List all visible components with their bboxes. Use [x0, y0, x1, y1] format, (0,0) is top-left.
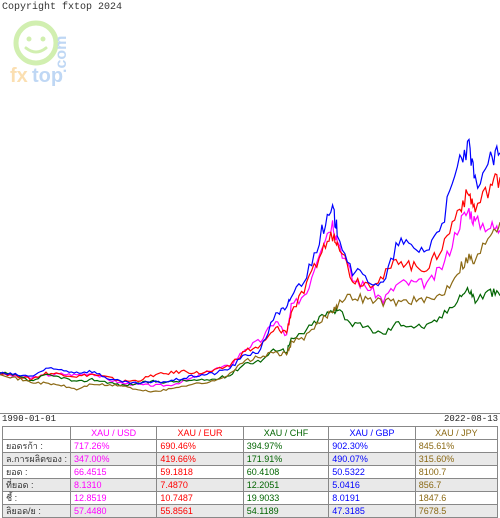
- row-label: ชี้ :: [3, 492, 71, 505]
- table-row: ชี้ :12.851910.748719.90338.01911847.6: [3, 492, 498, 505]
- cell: 66.4515: [70, 466, 156, 479]
- col-header: XAU / USD: [70, 427, 156, 440]
- cell: 7.4870: [157, 479, 243, 492]
- col-header: XAU / GBP: [329, 427, 415, 440]
- cell: 8.1310: [70, 479, 156, 492]
- price-chart: [0, 14, 500, 414]
- cell: 856.7: [415, 479, 497, 492]
- cell: 57.4480: [70, 505, 156, 518]
- copyright-text: Copyright fxtop 2024: [2, 2, 122, 13]
- table-row: ล.การผลิตของ :347.00%419.66%171.91%490.0…: [3, 453, 498, 466]
- cell: 717.26%: [70, 440, 156, 453]
- xaxis-start-label: 1990-01-01: [2, 414, 56, 424]
- col-header: XAU / EUR: [157, 427, 243, 440]
- col-header: XAU / JPY: [415, 427, 497, 440]
- series-xau-chf: [0, 288, 500, 386]
- cell: 394.97%: [243, 440, 329, 453]
- cell: 8.0191: [329, 492, 415, 505]
- table-row: ยอด :66.451559.181860.410850.53228100.7: [3, 466, 498, 479]
- cell: 5.0416: [329, 479, 415, 492]
- cell: 8100.7: [415, 466, 497, 479]
- cell: 171.91%: [243, 453, 329, 466]
- row-label: ที่ยอด :: [3, 479, 71, 492]
- stats-table: XAU / USDXAU / EURXAU / CHFXAU / GBPXAU …: [2, 426, 498, 518]
- cell: 12.8519: [70, 492, 156, 505]
- cell: 490.07%: [329, 453, 415, 466]
- cell: 50.5322: [329, 466, 415, 479]
- row-label: ยอด :: [3, 466, 71, 479]
- cell: 55.8561: [157, 505, 243, 518]
- row-label: ลิยอด/ย :: [3, 505, 71, 518]
- cell: 54.1189: [243, 505, 329, 518]
- table-row: ยอดรก้า :717.26%690.46%394.97%902.30%845…: [3, 440, 498, 453]
- row-label: ยอดรก้า :: [3, 440, 71, 453]
- series-xau-usd: [0, 208, 500, 386]
- cell: 845.61%: [415, 440, 497, 453]
- xaxis-end-label: 2022-08-13: [444, 414, 498, 424]
- cell: 47.3185: [329, 505, 415, 518]
- cell: 690.46%: [157, 440, 243, 453]
- cell: 12.2051: [243, 479, 329, 492]
- cell: 59.1818: [157, 466, 243, 479]
- table-row: ลิยอด/ย :57.448055.856154.118947.3185767…: [3, 505, 498, 518]
- series-xau-jpy: [0, 222, 500, 392]
- cell: 60.4108: [243, 466, 329, 479]
- cell: 347.00%: [70, 453, 156, 466]
- cell: 10.7487: [157, 492, 243, 505]
- cell: 419.66%: [157, 453, 243, 466]
- row-label: ล.การผลิตของ :: [3, 453, 71, 466]
- cell: 7678.5: [415, 505, 497, 518]
- cell: 1847.6: [415, 492, 497, 505]
- series-xau-eur: [0, 174, 500, 382]
- cell: 902.30%: [329, 440, 415, 453]
- table-row: ที่ยอด :8.13107.487012.20515.0416856.7: [3, 479, 498, 492]
- cell: 315.60%: [415, 453, 497, 466]
- col-header: XAU / CHF: [243, 427, 329, 440]
- cell: 19.9033: [243, 492, 329, 505]
